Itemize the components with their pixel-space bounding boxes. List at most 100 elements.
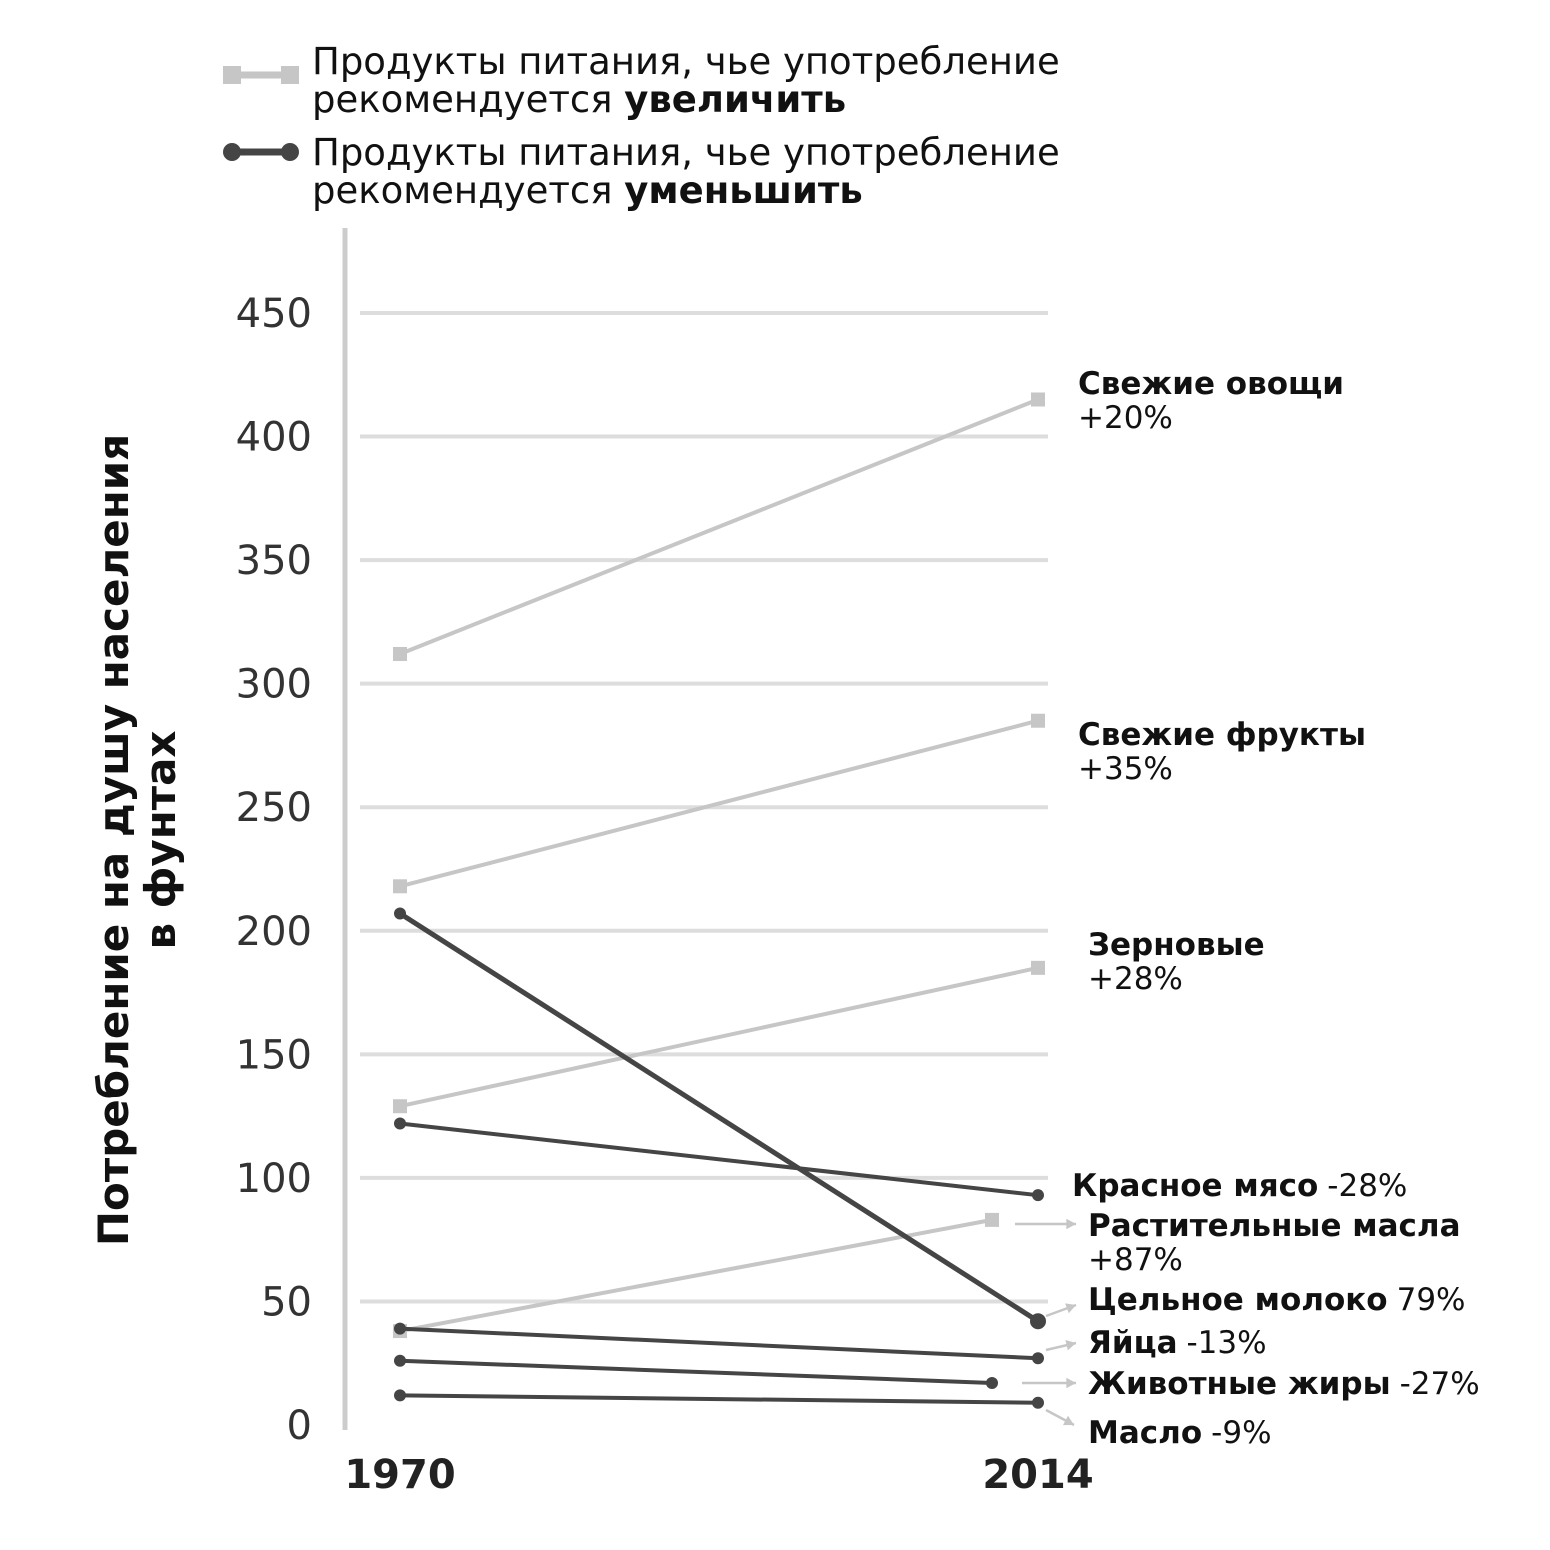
y-tick-label: 350 <box>236 538 312 584</box>
data-point <box>1031 713 1045 728</box>
label-arrow-head <box>1066 1377 1076 1389</box>
legend-decrease-marker-start <box>223 143 241 161</box>
series-name: Животные жиры <box>1088 1366 1391 1402</box>
data-point <box>393 879 407 894</box>
legend-decrease-marker-end <box>281 143 299 161</box>
series-line <box>398 911 1040 1324</box>
series-label-text: Цельное молоко 79% <box>1088 1282 1466 1318</box>
series-label-3: Зерновые+28% <box>1088 927 1265 997</box>
series-change: +35% <box>1078 751 1173 787</box>
legend-decrease-line2: рекомендуется уменьшить <box>312 169 863 212</box>
y-tick-label: 50 <box>261 1279 312 1325</box>
series-line <box>399 397 1039 656</box>
legend-increase-bold: увеличить <box>624 78 846 121</box>
data-point <box>1032 1352 1044 1365</box>
series-label-2: Свежие фрукты+35% <box>1078 717 1366 787</box>
data-point <box>1031 392 1045 407</box>
y-tick-label: 300 <box>236 662 312 708</box>
y-tick-label: 250 <box>236 785 312 831</box>
series-labels: Свежие овощи+20% Свежие фрукты+35% Зерновы… <box>1015 366 1480 1451</box>
series-5 <box>394 1117 1044 1202</box>
x-tick-labels: 1970 2014 <box>344 1452 1093 1498</box>
series-change: +28% <box>1088 961 1183 997</box>
legend-item-decrease: Продукты питания, чье употребление реком… <box>223 131 1060 212</box>
legend-increase-marker-start <box>223 66 241 84</box>
data-point <box>1032 1396 1044 1409</box>
legend-increase-line2: рекомендуется увеличить <box>312 78 846 121</box>
legend-decrease-bold: уменьшить <box>624 169 862 212</box>
series-8 <box>394 1354 998 1389</box>
data-point <box>394 1322 406 1335</box>
series-3 <box>393 960 1045 1114</box>
series-6 <box>394 907 1046 1330</box>
series-1 <box>393 392 1045 662</box>
series-label-9: Масло -9% <box>1045 1408 1272 1451</box>
series-label-text: Красное мясо -28% <box>1072 1168 1407 1204</box>
label-arrow-head <box>1066 1218 1076 1230</box>
legend-item-increase: Продукты питания, чье употребление реком… <box>223 40 1060 121</box>
data-point <box>393 1099 407 1114</box>
data-point <box>394 1354 406 1367</box>
series-name: Яйца <box>1088 1325 1178 1361</box>
legend-increase-marker-end <box>281 66 299 84</box>
y-tick-label: 450 <box>236 291 312 337</box>
y-tick-label: 100 <box>236 1156 312 1202</box>
y-tick-labels: 0 50 100 150 200 250 300 350 400 450 <box>236 291 312 1449</box>
series-lines <box>393 392 1046 1409</box>
series-line <box>399 1358 993 1385</box>
y-tick-label: 200 <box>236 909 312 955</box>
series-change: 79% <box>1397 1282 1466 1318</box>
y-tick-label: 400 <box>236 415 312 461</box>
series-label-7: Яйца -13% <box>1045 1325 1267 1361</box>
series-change: +87% <box>1088 1242 1183 1278</box>
series-line <box>399 1217 993 1334</box>
series-name: Зерновые <box>1088 927 1265 963</box>
series-label-text: Масло -9% <box>1088 1415 1272 1451</box>
data-point <box>393 647 407 662</box>
series-line <box>399 965 1039 1109</box>
series-name: Растительные масла <box>1088 1208 1461 1244</box>
series-change: +20% <box>1078 400 1173 436</box>
label-arrow-head <box>1065 1340 1076 1351</box>
series-change: -27% <box>1400 1366 1480 1402</box>
y-axis-label-line1: Потребление на душу населения <box>89 434 138 1246</box>
legend-decrease-line1: Продукты питания, чье употребление <box>312 131 1060 174</box>
legend-increase-prefix: рекомендуется <box>312 78 624 121</box>
x-tick-label: 2014 <box>982 1452 1093 1498</box>
series-line <box>399 718 1039 889</box>
data-point <box>1030 1313 1046 1330</box>
data-point <box>394 1117 406 1130</box>
series-line <box>399 1326 1039 1361</box>
series-change: -13% <box>1187 1325 1267 1361</box>
y-axis-label-line2: в фунтах <box>136 730 185 949</box>
legend-increase-line1: Продукты питания, чье употребление <box>312 40 1060 83</box>
series-label-text: Яйца -13% <box>1088 1325 1267 1361</box>
grid-lines <box>360 311 1048 1304</box>
series-name: Масло <box>1088 1415 1202 1451</box>
data-point <box>986 1376 998 1389</box>
series-name: Свежие фрукты <box>1078 717 1366 753</box>
series-label-4: Растительные масла+87% <box>1015 1208 1461 1278</box>
series-line <box>399 1393 1039 1405</box>
y-tick-label: 0 <box>287 1403 312 1449</box>
series-7 <box>394 1322 1044 1365</box>
series-name: Свежие овощи <box>1078 366 1344 402</box>
data-point <box>985 1212 999 1227</box>
label-arrow-head <box>1065 1303 1076 1314</box>
legend: Продукты питания, чье употребление реком… <box>223 40 1060 212</box>
series-4 <box>393 1212 999 1339</box>
series-line <box>399 1121 1039 1198</box>
data-point <box>1031 960 1045 975</box>
data-point <box>394 1389 406 1402</box>
series-2 <box>393 713 1045 894</box>
legend-decrease-prefix: рекомендуется <box>312 169 624 212</box>
series-name: Красное мясо <box>1072 1168 1318 1204</box>
series-change: -28% <box>1327 1168 1407 1204</box>
series-change: -9% <box>1211 1415 1271 1451</box>
series-name: Цельное молоко <box>1088 1282 1388 1318</box>
label-arrow-head <box>1063 1415 1074 1426</box>
data-point <box>394 907 406 920</box>
y-tick-label: 150 <box>236 1032 312 1078</box>
series-9 <box>394 1389 1044 1409</box>
